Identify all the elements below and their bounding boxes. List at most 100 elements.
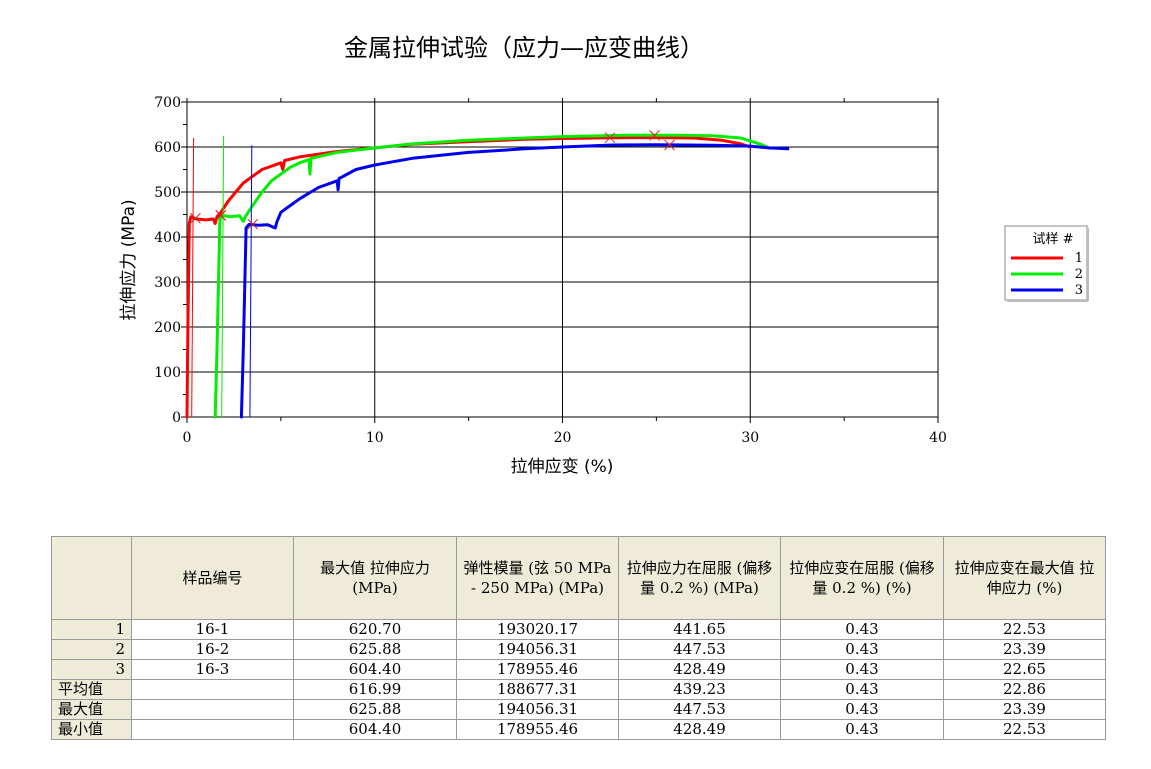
- table-header-row: 样品编号 最大值 拉伸应力 (MPa) 弹性模量 (弦 50 MPa - 250…: [51, 536, 1106, 620]
- x-tick-label: 30: [741, 430, 759, 446]
- sample-id: [131, 719, 294, 740]
- strain-at-max: 22.65: [943, 659, 1106, 680]
- chart-series: [185, 133, 790, 419]
- yield-strain: 0.43: [780, 699, 944, 720]
- marker-stroke: [215, 210, 227, 221]
- y-tick-label: 0: [172, 410, 181, 426]
- marker-stroke: [664, 139, 675, 151]
- series-3-elastic-line: [249, 145, 253, 418]
- max-stress: 625.88: [293, 699, 457, 720]
- marker-x-series-2: [215, 210, 227, 221]
- row-label: 1: [51, 619, 132, 640]
- table-row: 3 16-3 604.40 178955.46 428.49 0.43 22.6…: [51, 659, 1106, 680]
- yield-strain: 0.43: [780, 619, 944, 640]
- strain-at-max: 23.39: [943, 699, 1106, 720]
- marker-stroke: [247, 218, 259, 230]
- strain-at-max: 22.86: [943, 679, 1106, 700]
- chart-title: 金属拉伸试验（应力—应变曲线）: [344, 34, 704, 62]
- y-axis-label: 拉伸应力 (MPa): [119, 199, 139, 320]
- y-tick-label: 600: [154, 140, 181, 156]
- yield-stress: 428.49: [618, 659, 781, 680]
- row-label: 平均值: [51, 679, 132, 700]
- x-tick-label: 20: [554, 430, 572, 446]
- sample-id: [131, 679, 294, 700]
- sample-id: [131, 699, 294, 720]
- series-2-line: [213, 133, 771, 419]
- modulus: 178955.46: [456, 719, 619, 740]
- marker-stroke: [190, 212, 201, 224]
- yield-stress: 447.53: [618, 639, 781, 660]
- max-stress: 604.40: [293, 719, 457, 740]
- series-1-line: [185, 136, 752, 419]
- legend-title: 试样 #: [1032, 232, 1073, 247]
- marker-x-series-1: [190, 212, 201, 224]
- series-2-elastic-line: [221, 135, 225, 418]
- chart-markers: [190, 129, 675, 230]
- strain-at-max: 23.39: [943, 639, 1106, 660]
- marker-x-series-3: [247, 218, 259, 230]
- modulus: 194056.31: [456, 639, 619, 660]
- marker-stroke: [604, 132, 616, 144]
- chart-axes: 0 100 200 300 400 500 600 700 0 10 20 30 40: [154, 95, 947, 446]
- row-label: 最小值: [51, 719, 132, 740]
- stats-row-min: 最小值 604.40 178955.46 428.49 0.43 22.53: [51, 719, 1106, 740]
- yield-stress: 441.65: [618, 619, 781, 640]
- marker-x-series-2: [649, 129, 660, 141]
- y-tick-label: 300: [154, 275, 181, 291]
- stats-row-max: 最大值 625.88 194056.31 447.53 0.43 23.39: [51, 699, 1106, 720]
- yield-stress: 447.53: [618, 699, 781, 720]
- series-3-line: [239, 143, 790, 419]
- modulus: 178955.46: [456, 659, 619, 680]
- sample-id: 16-1: [131, 619, 294, 640]
- legend-box: [1004, 225, 1088, 301]
- max-stress: 616.99: [293, 679, 457, 700]
- results-table: 样品编号 最大值 拉伸应力 (MPa) 弹性模量 (弦 50 MPa - 250…: [51, 536, 1106, 740]
- stress-strain-chart: 金属拉伸试验（应力—应变曲线） 0 100 200 300 400 500 600 700 0 1…: [119, 34, 1089, 477]
- x-tick-label: 10: [366, 430, 384, 446]
- max-stress: 604.40: [293, 659, 457, 680]
- y-tick-label: 400: [154, 230, 181, 246]
- stats-row-mean: 平均值 616.99 188677.31 439.23 0.43 22.86: [51, 679, 1106, 700]
- yield-stress: 439.23: [618, 679, 781, 700]
- series-1-elastic-line: [191, 137, 195, 418]
- x-tick-label: 0: [183, 430, 192, 446]
- modulus: 194056.31: [456, 699, 619, 720]
- sample-id: 16-2: [131, 639, 294, 660]
- header-strain-at-max: 拉伸应变在最大值 拉伸应力 (%): [943, 536, 1106, 620]
- header-max-stress: 最大值 拉伸应力 (MPa): [293, 536, 457, 620]
- yield-strain: 0.43: [780, 659, 944, 680]
- strain-at-max: 22.53: [943, 619, 1106, 640]
- table-row: 1 16-1 620.70 193020.17 441.65 0.43 22.5…: [51, 619, 1106, 640]
- row-label: 最大值: [51, 699, 132, 720]
- header-modulus: 弹性模量 (弦 50 MPa - 250 MPa) (MPa): [456, 536, 619, 620]
- y-tick-label: 100: [154, 365, 181, 381]
- row-label: 3: [51, 659, 132, 680]
- yield-stress: 428.49: [618, 719, 781, 740]
- marker-x-series-3: [664, 139, 675, 151]
- max-stress: 625.88: [293, 639, 457, 660]
- max-stress: 620.70: [293, 619, 457, 640]
- table-row: 2 16-2 625.88 194056.31 447.53 0.43 23.3…: [51, 639, 1106, 660]
- header-row-label: [51, 536, 132, 620]
- row-label: 2: [51, 639, 132, 660]
- header-sample-id: 样品编号: [131, 536, 294, 620]
- legend-label-1: 1: [1075, 251, 1083, 266]
- modulus: 188677.31: [456, 679, 619, 700]
- header-yield-strain: 拉伸应变在屈服 (偏移量 0.2 %) (%): [780, 536, 944, 620]
- strain-at-max: 22.53: [943, 719, 1106, 740]
- marker-x-series-1: [604, 132, 616, 144]
- y-tick-label: 700: [154, 95, 181, 111]
- chart-legend: 试样 #123: [1004, 225, 1089, 302]
- x-axis-label: 拉伸应变 (%): [511, 457, 614, 477]
- modulus: 193020.17: [456, 619, 619, 640]
- header-yield-stress: 拉伸应力在屈服 (偏移量 0.2 %) (MPa): [618, 536, 781, 620]
- legend-label-2: 2: [1075, 267, 1083, 282]
- sample-id: 16-3: [131, 659, 294, 680]
- marker-stroke: [649, 129, 660, 141]
- legend-label-3: 3: [1075, 283, 1083, 298]
- y-tick-label: 500: [154, 185, 181, 201]
- yield-strain: 0.43: [780, 719, 944, 740]
- x-tick-label: 40: [929, 430, 947, 446]
- y-tick-label: 200: [154, 320, 181, 336]
- chart-grid: [187, 102, 938, 417]
